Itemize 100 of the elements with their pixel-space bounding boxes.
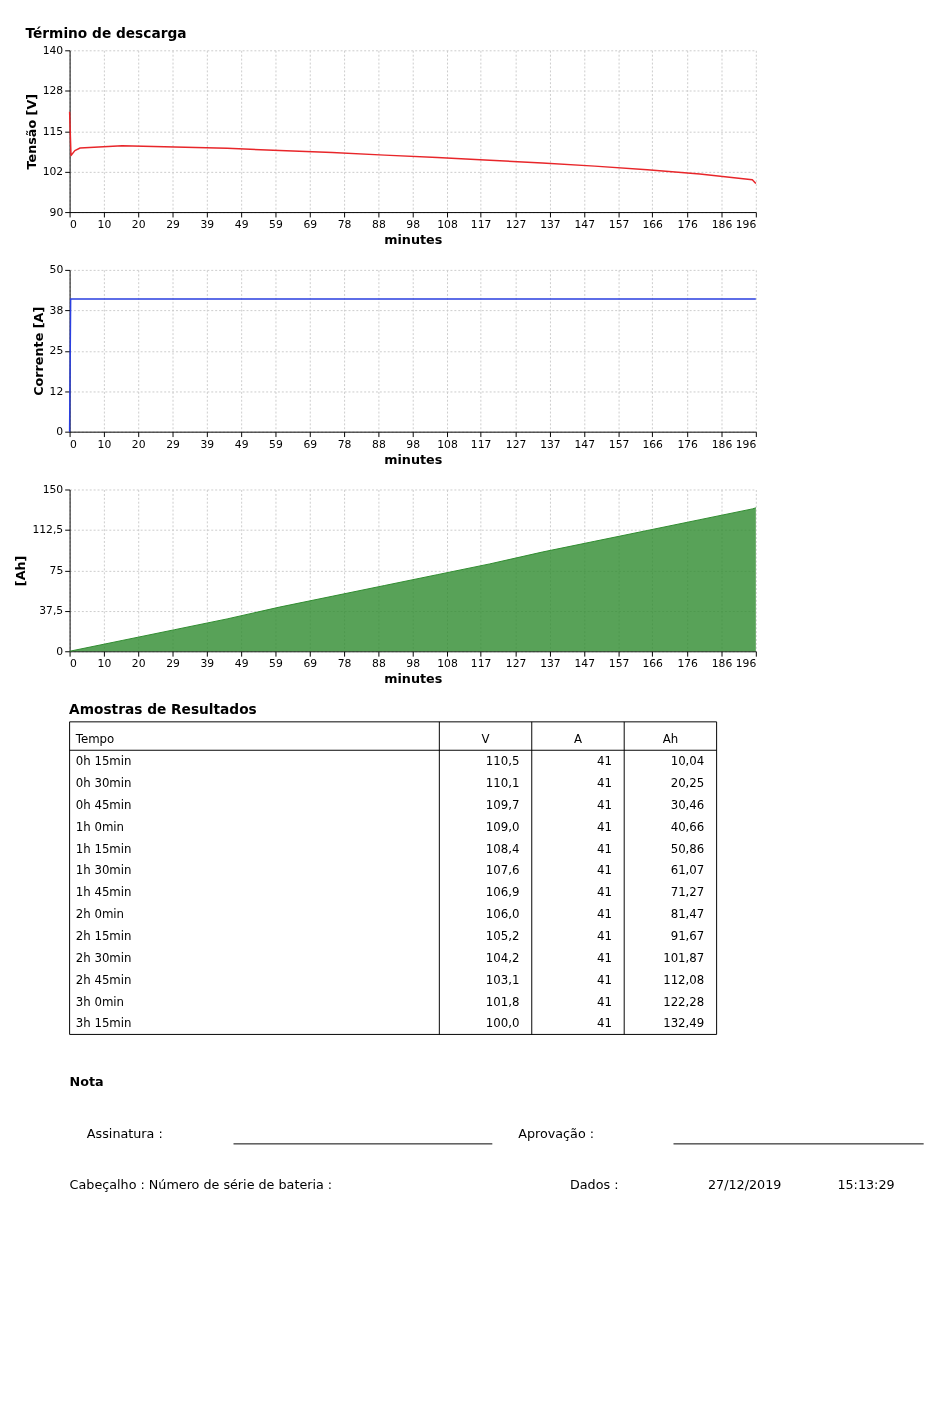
x-tick-label: 0	[70, 218, 78, 232]
category-label: 2h 45min	[75, 972, 132, 987]
data-label: 105,2	[485, 928, 520, 943]
x-tick-label: 186	[711, 437, 733, 451]
x-tick-label: 29	[166, 218, 181, 232]
data-label: 20,25	[670, 775, 705, 790]
x-axis-title: minutes	[384, 671, 443, 687]
x-tick-label: 0	[70, 437, 78, 451]
data-label: 122,28	[663, 994, 705, 1009]
data-label: 41	[596, 1016, 612, 1031]
x-tick-label: 39	[200, 218, 215, 232]
data-label: 108,4	[485, 841, 520, 856]
text: Assinatura :	[86, 1125, 163, 1141]
x-tick-label: 0	[70, 657, 78, 671]
data-label: 41	[596, 885, 612, 900]
data-label: 50,86	[670, 841, 705, 856]
y-tick-label: 0	[56, 644, 64, 658]
x-tick-label: 20	[131, 437, 146, 451]
x-tick-label: 78	[337, 218, 352, 232]
category-label: 1h 45min	[75, 885, 132, 900]
x-tick-label: 147	[574, 437, 596, 451]
data-label: 81,47	[670, 907, 705, 922]
data-label: 41	[596, 994, 612, 1009]
x-tick-label: 196	[735, 657, 757, 671]
data-label: 100,0	[485, 1016, 520, 1031]
data-label: 10,04	[670, 754, 705, 769]
x-tick-label: 88	[372, 437, 386, 451]
y-tick-label: 75	[49, 563, 64, 577]
category-label: 1h 0min	[75, 819, 125, 834]
x-tick-label: 108	[437, 657, 458, 671]
text: Nota	[69, 1074, 104, 1090]
text: 15:13:29	[837, 1176, 895, 1192]
data-label: 110,1	[485, 775, 520, 790]
data-label: 30,46	[670, 797, 705, 812]
data-label: 109,7	[485, 797, 520, 812]
data-label: 112,08	[663, 972, 705, 987]
data-label: 41	[596, 863, 612, 878]
y-tick-label: 50	[49, 263, 64, 277]
y-tick-label: 128	[42, 84, 64, 98]
category-label: 0h 45min	[75, 797, 132, 812]
data-label: 91,67	[670, 928, 705, 943]
x-tick-label: 137	[540, 437, 561, 451]
x-tick-label: 157	[608, 218, 630, 232]
y-tick-label: 37,5	[39, 604, 64, 618]
y-tick-label: 150	[42, 482, 64, 496]
x-tick-label: 176	[677, 218, 699, 232]
category-label: 1h 15min	[75, 841, 132, 856]
data-label: 61,07	[670, 863, 705, 878]
y-tick-label: 90	[49, 205, 64, 219]
x-tick-label: 127	[505, 218, 527, 232]
text: Amostras de Resultados	[69, 701, 257, 718]
y-tick-label: 112,5	[32, 523, 64, 537]
category-label: 2h 30min	[75, 950, 132, 965]
x-tick-label: 69	[303, 437, 318, 451]
x-tick-label: 88	[372, 218, 386, 232]
y-tick-label: 102	[42, 165, 64, 179]
text: Tempo	[74, 732, 115, 747]
x-tick-label: 10	[97, 218, 112, 232]
data-label: 41	[596, 797, 612, 812]
category-label: 2h 0min	[75, 907, 125, 922]
x-axis-title: minutes	[384, 231, 443, 247]
x-tick-label: 69	[303, 218, 318, 232]
data-label: 41	[596, 775, 612, 790]
y-tick-label: 0	[56, 425, 64, 439]
x-tick-label: 59	[269, 218, 283, 232]
data-label: 40,66	[670, 819, 705, 834]
text: Ah	[662, 732, 679, 747]
x-tick-label: 157	[608, 437, 630, 451]
x-tick-label: 39	[200, 437, 215, 451]
x-tick-label: 127	[505, 437, 527, 451]
x-tick-label: 117	[470, 657, 492, 671]
y-axis-title: Corrente [A]	[30, 306, 46, 396]
x-tick-label: 166	[642, 218, 664, 232]
y-tick-label: 140	[42, 43, 64, 57]
data-label: 104,2	[485, 950, 520, 965]
data-label: 41	[596, 841, 612, 856]
x-tick-label: 166	[642, 657, 664, 671]
y-tick-label: 25	[49, 344, 64, 358]
x-tick-label: 59	[269, 657, 283, 671]
data-label: 41	[596, 819, 612, 834]
x-tick-label: 39	[200, 657, 215, 671]
data-label: 103,1	[485, 972, 520, 987]
text: V	[481, 732, 490, 747]
data-label: 41	[596, 950, 612, 965]
x-tick-label: 49	[234, 437, 249, 451]
data-label: 132,49	[663, 1016, 705, 1031]
x-tick-label: 29	[166, 437, 181, 451]
x-tick-label: 78	[337, 437, 352, 451]
x-tick-label: 29	[166, 657, 181, 671]
x-tick-label: 69	[303, 657, 318, 671]
data-label: 101,87	[663, 950, 705, 965]
x-tick-label: 176	[677, 657, 699, 671]
category-label: 1h 30min	[75, 863, 132, 878]
data-label: 71,27	[670, 885, 705, 900]
x-tick-label: 166	[642, 437, 664, 451]
data-label: 41	[596, 928, 612, 943]
y-tick-label: 12	[49, 384, 64, 398]
x-tick-label: 196	[735, 437, 757, 451]
x-tick-label: 108	[437, 437, 458, 451]
x-tick-label: 147	[574, 218, 596, 232]
